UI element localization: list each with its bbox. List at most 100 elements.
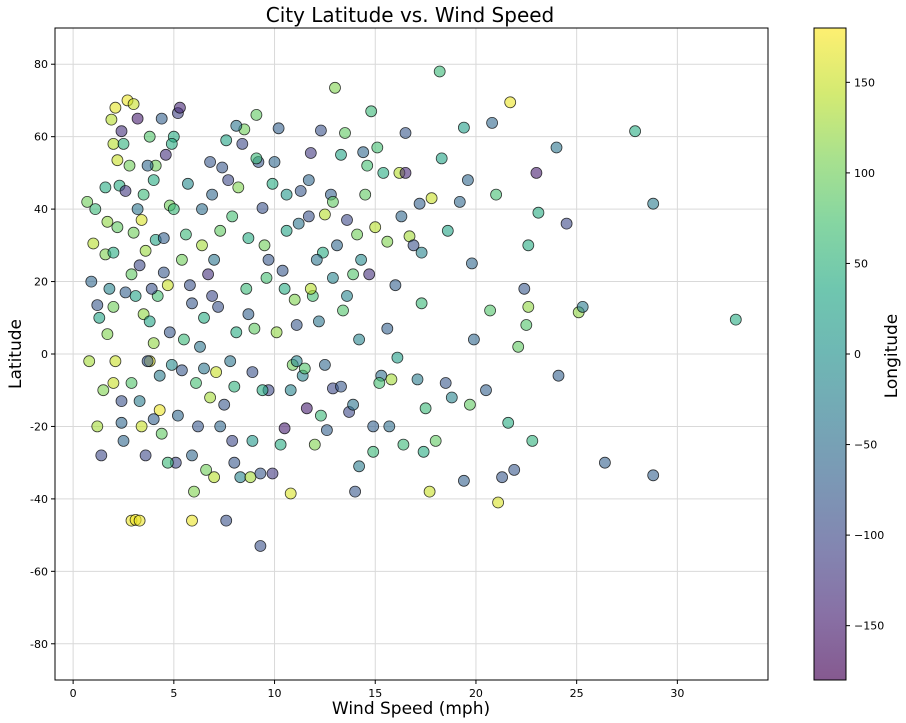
data-point xyxy=(381,235,394,248)
data-point xyxy=(560,217,573,230)
colorbar-tick-label: 150 xyxy=(854,76,875,89)
data-point xyxy=(91,420,104,433)
data-point xyxy=(214,224,227,237)
data-point xyxy=(139,449,152,462)
data-point xyxy=(208,253,221,266)
colorbar-tick-label: 0 xyxy=(854,348,861,361)
data-point xyxy=(339,127,351,139)
data-point xyxy=(101,328,114,341)
y-tick-label: -80 xyxy=(30,638,48,651)
data-point xyxy=(167,203,180,216)
data-point xyxy=(397,438,410,451)
data-point xyxy=(91,299,104,312)
data-point xyxy=(155,427,168,440)
data-point xyxy=(111,154,124,167)
data-point xyxy=(729,313,742,326)
data-point xyxy=(228,456,241,469)
data-point xyxy=(441,224,454,237)
data-point xyxy=(399,127,412,139)
data-point xyxy=(206,188,219,201)
data-point xyxy=(312,315,325,328)
data-point xyxy=(504,96,517,109)
data-point xyxy=(260,271,273,284)
data-point xyxy=(429,434,442,447)
data-point xyxy=(133,259,146,272)
data-point xyxy=(129,290,142,302)
data-point xyxy=(137,188,150,201)
data-point xyxy=(389,279,402,292)
data-point xyxy=(371,141,384,154)
data-point xyxy=(463,398,476,411)
data-point xyxy=(101,215,114,228)
data-point xyxy=(89,203,102,216)
data-point xyxy=(234,471,247,484)
data-point xyxy=(220,514,233,527)
data-point xyxy=(288,293,301,306)
data-point xyxy=(329,81,341,94)
data-point xyxy=(284,487,297,500)
data-point xyxy=(226,210,239,223)
data-point xyxy=(117,137,130,150)
data-point xyxy=(381,322,394,335)
data-point xyxy=(335,380,347,393)
data-point xyxy=(109,355,122,368)
data-point xyxy=(236,137,249,150)
data-point xyxy=(445,391,458,404)
data-point xyxy=(373,377,386,389)
data-point xyxy=(326,271,339,284)
data-point xyxy=(161,279,174,292)
data-point xyxy=(423,485,436,498)
data-point xyxy=(123,159,136,172)
data-point xyxy=(318,208,331,221)
data-point xyxy=(349,485,362,498)
data-points xyxy=(81,65,742,552)
data-point xyxy=(107,377,120,389)
chart-title: City Latitude vs. Wind Speed xyxy=(266,3,555,27)
data-point xyxy=(202,268,215,281)
data-point xyxy=(647,469,660,482)
data-point xyxy=(310,253,323,266)
data-point xyxy=(435,152,448,165)
colorbar-tick-label: 100 xyxy=(854,167,875,180)
data-point xyxy=(290,355,303,368)
data-point xyxy=(254,540,267,552)
data-point xyxy=(183,279,196,292)
data-point xyxy=(304,282,317,295)
data-point xyxy=(155,112,168,125)
data-point xyxy=(337,304,349,317)
data-point xyxy=(147,337,160,350)
data-point xyxy=(304,147,317,159)
x-axis-label: Wind Speed (mph) xyxy=(332,699,490,719)
data-point xyxy=(300,402,313,415)
colorbar-tick-label: −100 xyxy=(854,529,884,542)
data-point xyxy=(143,130,156,143)
data-point xyxy=(240,282,253,295)
data-point xyxy=(107,246,120,259)
data-point xyxy=(383,420,396,433)
data-point xyxy=(93,311,106,324)
data-point xyxy=(188,485,200,498)
data-point xyxy=(157,232,170,245)
y-tick-label: 60 xyxy=(34,131,48,144)
data-point xyxy=(196,203,208,216)
data-point xyxy=(216,161,229,174)
data-point xyxy=(363,268,376,281)
data-point xyxy=(314,124,327,137)
data-point xyxy=(294,185,307,197)
data-point xyxy=(83,355,96,368)
data-point xyxy=(105,113,118,126)
data-point xyxy=(107,300,120,313)
data-point xyxy=(212,300,225,313)
data-point xyxy=(439,377,452,389)
data-point xyxy=(347,398,360,411)
data-point xyxy=(314,409,327,422)
data-point xyxy=(173,101,186,114)
data-point xyxy=(135,420,148,433)
data-point xyxy=(109,101,122,114)
gridlines xyxy=(55,28,768,680)
data-point xyxy=(272,122,285,135)
x-tick-label: 0 xyxy=(70,687,77,700)
data-point xyxy=(127,226,140,239)
y-axis-label: Latitude xyxy=(6,319,26,389)
